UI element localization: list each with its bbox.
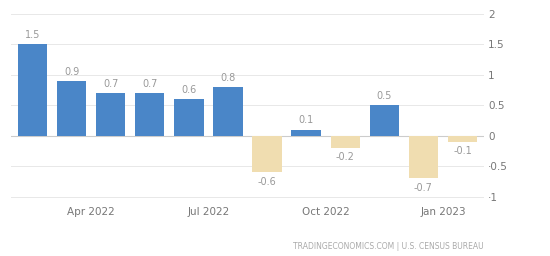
Text: -0.2: -0.2: [336, 152, 355, 162]
Bar: [409, 136, 438, 178]
Text: 0.8: 0.8: [221, 73, 235, 83]
Bar: [18, 44, 47, 136]
Bar: [174, 99, 204, 136]
Text: 0.9: 0.9: [64, 67, 79, 77]
Bar: [370, 105, 399, 136]
Bar: [448, 136, 477, 142]
Bar: [96, 93, 125, 136]
Bar: [213, 87, 243, 136]
Text: 0.7: 0.7: [142, 79, 157, 89]
Text: 0.7: 0.7: [103, 79, 118, 89]
Bar: [252, 136, 282, 172]
Text: 0.5: 0.5: [377, 91, 392, 101]
Bar: [292, 130, 321, 136]
Text: 0.6: 0.6: [182, 85, 196, 95]
Bar: [135, 93, 164, 136]
Text: 1.5: 1.5: [25, 30, 40, 40]
Bar: [331, 136, 360, 148]
Text: TRADINGECONOMICS.COM | U.S. CENSUS BUREAU: TRADINGECONOMICS.COM | U.S. CENSUS BUREA…: [293, 242, 484, 251]
Bar: [57, 81, 86, 136]
Text: 0.1: 0.1: [299, 115, 314, 125]
Text: -0.1: -0.1: [453, 146, 472, 156]
Text: -0.7: -0.7: [414, 183, 433, 193]
Text: -0.6: -0.6: [257, 177, 277, 187]
